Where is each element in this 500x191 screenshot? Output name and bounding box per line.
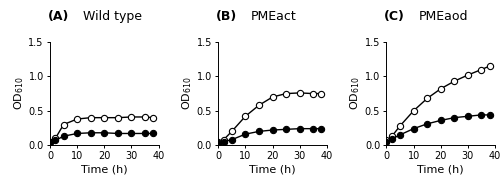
Text: PMEaod: PMEaod [419,11,469,23]
X-axis label: Time (h): Time (h) [418,164,464,174]
Y-axis label: OD$_{610}$: OD$_{610}$ [180,77,194,110]
Text: PMEact: PMEact [251,11,296,23]
Y-axis label: OD$_{610}$: OD$_{610}$ [348,77,362,110]
Text: (C): (C) [384,11,405,23]
Text: (A): (A) [48,11,69,23]
X-axis label: Time (h): Time (h) [249,164,296,174]
Text: Wild type: Wild type [82,11,142,23]
X-axis label: Time (h): Time (h) [81,164,128,174]
Text: (B): (B) [216,11,238,23]
Y-axis label: OD$_{610}$: OD$_{610}$ [12,77,26,110]
